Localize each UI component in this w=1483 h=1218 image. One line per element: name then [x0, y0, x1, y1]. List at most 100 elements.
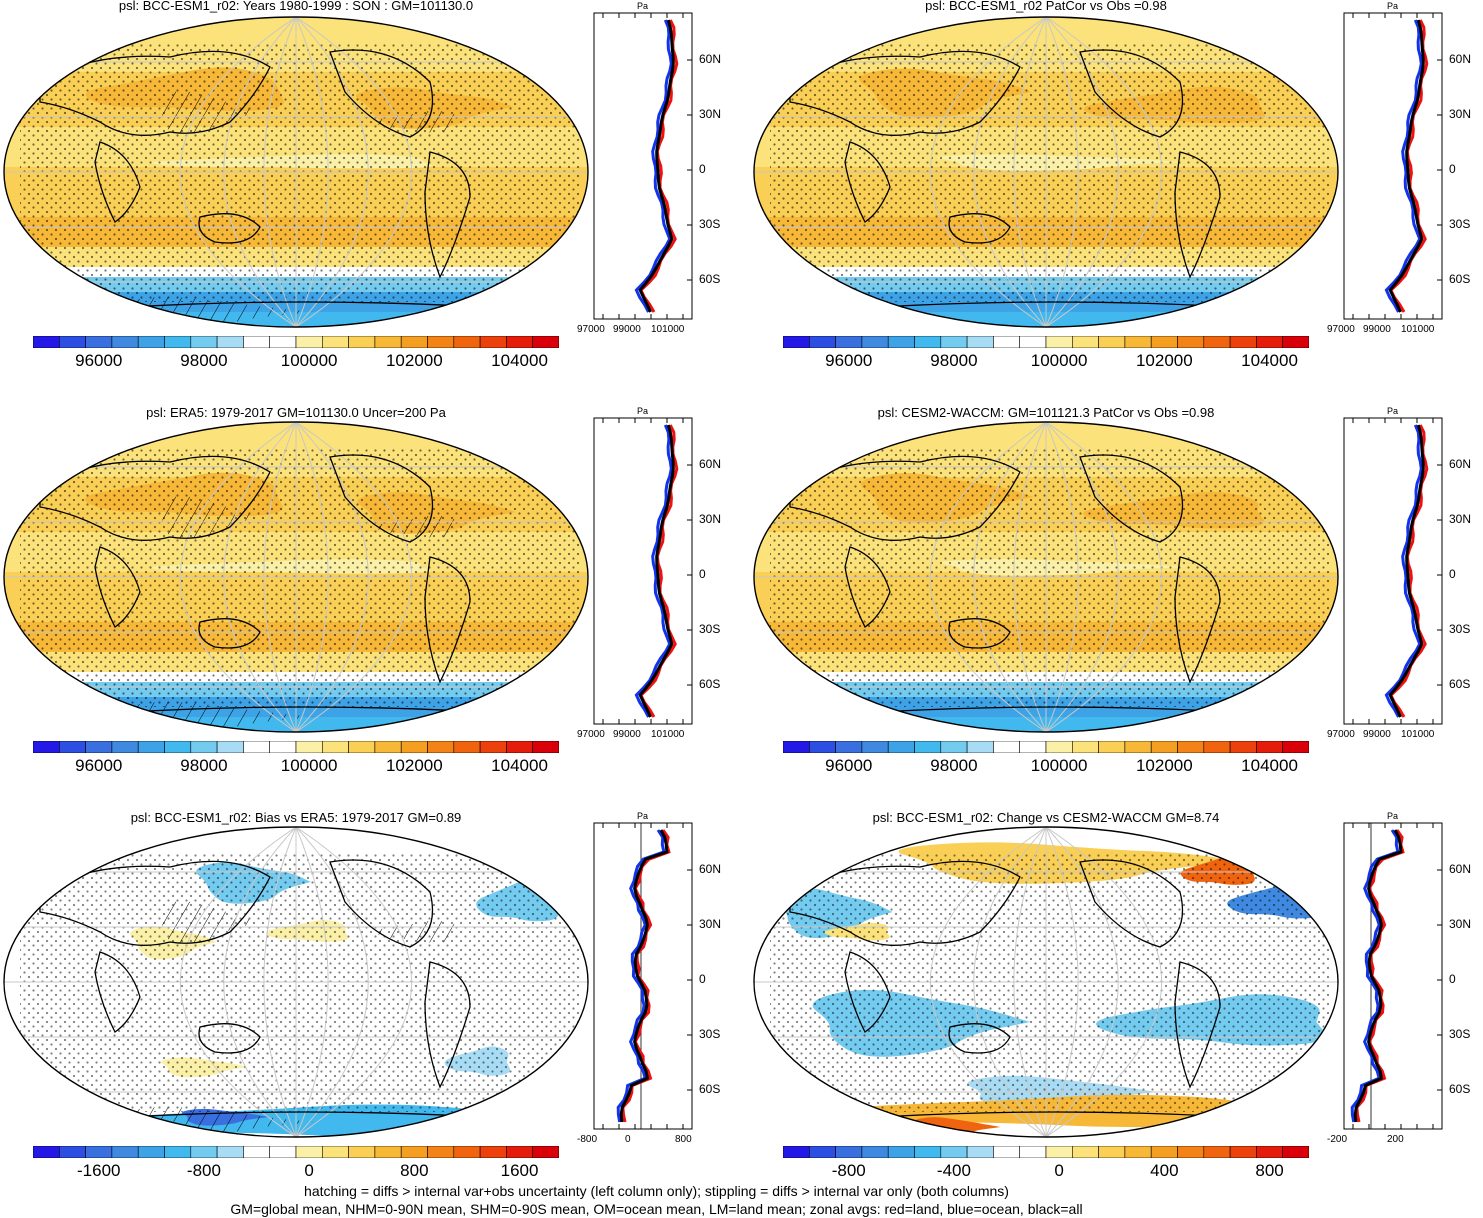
zonal-lat-label: 60S [1449, 272, 1471, 286]
colorbar [783, 1146, 1309, 1158]
colorbar-swatch [269, 1146, 297, 1158]
colorbar-swatch [1045, 741, 1073, 753]
zonal-lat-label: 30N [699, 107, 722, 121]
coastline [1174, 961, 1221, 1089]
zonal-lat-label: 60S [699, 677, 721, 691]
coastline [948, 1023, 1011, 1054]
zonal-lat-label: 30N [1449, 917, 1472, 931]
coastline [948, 213, 1011, 244]
zonal-lat-label: 60N [1449, 457, 1472, 471]
colorbar-swatch [1150, 1146, 1178, 1158]
coastline [1079, 859, 1184, 948]
zonal-x-tick-label: 101000 [1401, 324, 1435, 335]
colorbar-swatch [400, 1146, 428, 1158]
colorbar-swatch [1229, 1146, 1257, 1158]
colorbar-swatch [269, 336, 297, 348]
colorbar [33, 336, 559, 348]
colorbar-swatch [453, 741, 481, 753]
colorbar-tick-label: 96000 [75, 351, 123, 370]
zonal-curve-all [1388, 19, 1425, 313]
zonal-lat-label: 30N [1449, 107, 1472, 121]
colorbar-tick-label: 102000 [385, 756, 443, 775]
colorbar-tick-label: 98000 [930, 351, 978, 370]
zonal-average-plot [1343, 822, 1443, 1130]
zonal-x-tick-label: 99000 [1363, 324, 1391, 335]
zonal-lat-label: 30N [699, 917, 722, 931]
zonal-unit-label: Pa [1387, 811, 1399, 821]
map-title: psl: BCC-ESM1_r02: Change vs CESM2-WACCM… [872, 810, 1220, 825]
colorbar-swatch [861, 741, 889, 753]
colorbar-swatch [295, 1146, 323, 1158]
colorbar-swatch [216, 741, 244, 753]
zonal-average-plot [593, 12, 693, 320]
colorbar-swatch [111, 741, 139, 753]
colorbar-swatch [164, 336, 192, 348]
colorbar-swatch [940, 1146, 968, 1158]
colorbar-swatch [1071, 741, 1099, 753]
colorbar-swatch [33, 741, 60, 753]
colorbar-swatch [1229, 336, 1257, 348]
zonal-lat-label: 30S [699, 622, 721, 636]
coastline [198, 1023, 261, 1054]
zonal-lat-label: 30S [1449, 217, 1471, 231]
colorbar-swatch [348, 336, 376, 348]
colorbar-swatch [1124, 336, 1152, 348]
zonal-average-plot [1343, 417, 1443, 725]
colorbar-tick-label: -1600 [77, 1161, 121, 1180]
map-panel-p6: psl: BCC-ESM1_r02: Change vs CESM2-WACCM… [750, 810, 1483, 1210]
zonal-unit-label: Pa [1387, 406, 1399, 416]
colorbar-swatch [1098, 1146, 1126, 1158]
zonal-x-tick-label: 800 [675, 1134, 692, 1145]
colorbar-swatch [295, 741, 323, 753]
robinson-map [3, 421, 589, 733]
colorbar-swatch [269, 741, 297, 753]
colorbar-tick-label: 104000 [491, 756, 548, 775]
colorbar-swatch [479, 741, 507, 753]
colorbar-swatch [861, 1146, 889, 1158]
colorbar-tick-label: 96000 [825, 756, 873, 775]
colorbar-swatch [58, 336, 86, 348]
colorbar-swatch [1282, 1146, 1309, 1158]
colorbar-swatch [190, 741, 218, 753]
zonal-unit-label: Pa [637, 811, 649, 821]
robinson-map [753, 826, 1339, 1138]
colorbar-swatch [295, 336, 323, 348]
colorbar-swatch [374, 741, 402, 753]
colorbar-swatch [348, 1146, 376, 1158]
colorbar-tick-label: 104000 [1241, 351, 1298, 370]
colorbar-tick-label: 98000 [930, 756, 978, 775]
colorbar [33, 1146, 559, 1158]
zonal-lat-label: 30S [699, 217, 721, 231]
colorbar-tick-label: 102000 [1135, 351, 1193, 370]
colorbar-swatch [111, 1146, 139, 1158]
map-title: psl: CESM2-WACCM: GM=101121.3 PatCor vs … [877, 405, 1215, 420]
colorbar-swatch [427, 1146, 455, 1158]
colorbar-swatch [1256, 741, 1283, 753]
colorbar-swatch [1045, 336, 1073, 348]
colorbar-tick-label: 98000 [180, 756, 228, 775]
map-title: psl: BCC-ESM1_r02: Bias vs ERA5: 1979-20… [130, 810, 462, 825]
colorbar-swatch [993, 1146, 1020, 1158]
colorbar-tick-label: -400 [936, 1161, 971, 1180]
colorbar-swatch [993, 336, 1020, 348]
colorbar-swatch [33, 336, 60, 348]
colorbar-swatch [85, 336, 113, 348]
colorbar-swatch [835, 336, 863, 348]
zonal-x-tick-label: 99000 [1363, 729, 1391, 740]
colorbar [783, 741, 1309, 753]
zonal-curve-ocean [634, 19, 673, 313]
colorbar-tick-label: 96000 [825, 351, 873, 370]
colorbar-swatch [374, 1146, 402, 1158]
colorbar-swatch [783, 741, 810, 753]
coastline [424, 151, 471, 279]
colorbar-swatch [1282, 336, 1309, 348]
zonal-lat-label: 0 [1449, 162, 1456, 176]
colorbar-swatch [1256, 336, 1283, 348]
zonal-curve-ocean [1384, 19, 1423, 313]
colorbar-swatch [808, 1146, 836, 1158]
zonal-lat-label: 60N [699, 457, 722, 471]
map-panel-p5: psl: BCC-ESM1_r02: Bias vs ERA5: 1979-20… [0, 810, 733, 1210]
zonal-unit-label: Pa [637, 1, 649, 11]
colorbar-swatch [85, 741, 113, 753]
colorbar-swatch [808, 741, 836, 753]
